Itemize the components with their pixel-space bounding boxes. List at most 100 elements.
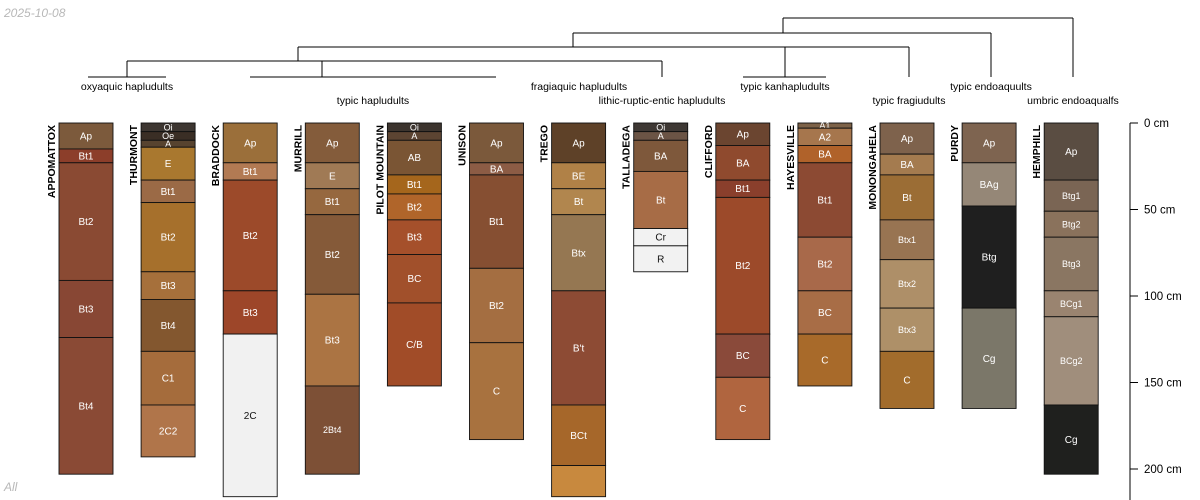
horizon-label: Bt2 <box>735 261 750 272</box>
profile-murrill: Ap E Bt1 Bt2 Bt3 2Bt4 MURRILL <box>292 122 360 475</box>
horizon-label: Bt3 <box>407 233 422 244</box>
horizon <box>58 279 114 338</box>
taxon-label: oxyaquic hapludults <box>81 81 173 93</box>
horizon-label: Bt2 <box>325 250 340 261</box>
taxon-label: lithic-ruptic-entic hapludults <box>599 95 726 107</box>
taxon-label: typic fragiudults <box>873 95 946 107</box>
horizon <box>222 122 278 164</box>
horizon <box>551 465 607 498</box>
profile-name: PILOT MOUNTAIN <box>374 125 386 215</box>
profile-name: MURRILL <box>292 124 304 172</box>
horizon-label: Btg3 <box>1062 259 1081 269</box>
horizon-label: Bt3 <box>243 308 258 319</box>
taxon-label: typic endoaquults <box>950 81 1032 93</box>
horizon <box>1043 404 1099 475</box>
profile-purdy: Ap BAg Btg Cg PURDY <box>949 122 1017 409</box>
profile-name: PURDY <box>949 125 961 162</box>
horizon <box>797 162 853 238</box>
horizon <box>469 267 524 344</box>
profile-name: TREGO <box>539 125 551 162</box>
horizon-label: Cg <box>1065 435 1078 446</box>
horizon-label: C1 <box>162 374 175 385</box>
horizon-label: Btg1 <box>1062 191 1081 201</box>
horizon-label: BC <box>736 351 750 362</box>
horizon-label: Btx2 <box>898 279 916 289</box>
horizon-label: Ap <box>737 130 750 141</box>
horizon <box>551 214 607 292</box>
horizon-label: AB <box>408 153 422 164</box>
horizon <box>551 188 607 216</box>
horizon-label: Bt3 <box>78 304 93 315</box>
taxon-label: umbric endoaqualfs <box>1027 95 1119 107</box>
horizon <box>58 337 114 475</box>
horizon-label: Cr <box>655 233 666 244</box>
horizon <box>386 219 442 255</box>
horizon <box>304 385 360 475</box>
profile-trego: Ap BE Bt Btx B't BCt TREGO <box>539 122 607 498</box>
profile-pilot-mountain: OiA AB Bt1 Bt2 Bt3 BC C/B PILOT MOUNTAIN <box>374 122 442 387</box>
profile-name: UNISON <box>457 125 469 166</box>
horizon-label: Bt3 <box>161 281 176 292</box>
horizon-label: Ap <box>244 138 257 149</box>
profile-hemphill: Ap Btg1 Btg2 Btg3 BCg1 BCg2 Cg HEMPHILL <box>1031 122 1099 475</box>
profile-name: THURMONT <box>128 124 140 185</box>
horizon-label: Bt <box>574 197 584 208</box>
horizon-label: Bt1 <box>489 217 504 228</box>
horizon-label: Bt1 <box>407 180 422 191</box>
profile-name: MONONGAHELA <box>867 125 879 210</box>
horizon-label: 2C <box>244 411 257 422</box>
horizon <box>304 214 360 295</box>
horizon-label: BA <box>736 158 750 169</box>
horizon <box>961 205 1017 309</box>
horizon-label: Btg <box>982 253 997 264</box>
horizon <box>1043 290 1099 318</box>
taxon-label: typic kanhapludults <box>740 81 829 93</box>
taxon-label: typic hapludults <box>337 95 409 107</box>
profile-name: HEMPHILL <box>1031 124 1043 178</box>
horizon <box>386 139 442 176</box>
horizon-label: C <box>821 356 828 367</box>
horizon-label: Bt2 <box>78 217 93 228</box>
profile-name: CLIFFORD <box>703 125 715 178</box>
horizon <box>469 174 524 269</box>
horizon <box>140 299 196 352</box>
horizon <box>222 179 278 292</box>
horizon <box>551 290 607 406</box>
profile-appomattox: Ap Bt1 Bt2 Bt3 Bt4 APPOMATTOX <box>46 122 114 475</box>
horizon-label: Ap <box>983 138 996 149</box>
horizon <box>140 271 196 300</box>
horizon-label: Cg <box>983 354 996 365</box>
profile-name: TALLADEGA <box>621 125 633 189</box>
date-stamp: 2025-10-08 <box>4 6 66 20</box>
horizon <box>715 196 771 335</box>
horizon <box>1043 179 1099 212</box>
profile-name: BRADDOCK <box>210 125 222 187</box>
horizon <box>879 307 935 352</box>
horizon <box>222 333 278 498</box>
horizon-label: A <box>658 131 664 141</box>
depth-axis: 0 cm 50 cm 100 cm 150 cm 200 cm <box>1129 118 1182 500</box>
horizon-label: C <box>739 404 746 415</box>
horizon-label: Bt2 <box>489 301 504 312</box>
horizon-label: A <box>165 139 171 149</box>
horizon <box>879 174 935 221</box>
dendrogram <box>88 17 1074 78</box>
horizon-label: Ap <box>572 138 585 149</box>
horizon <box>1043 316 1099 406</box>
profile-monongahela: Ap BA Bt Btx1 Btx2 Btx3 C MONONGAHELA <box>867 122 935 409</box>
horizon-label: 2C2 <box>159 426 178 437</box>
horizon <box>469 342 524 441</box>
horizon-label: BCt <box>570 431 587 442</box>
horizon <box>551 122 607 164</box>
horizon-label: Bt <box>902 193 912 204</box>
profile-unison: Ap BA Bt1 Bt2 C UNISON <box>457 122 524 441</box>
horizon <box>633 245 689 273</box>
horizon <box>386 193 442 221</box>
horizon-label: Bt2 <box>407 202 422 213</box>
horizon <box>879 259 935 309</box>
horizon-label: BA <box>900 160 914 171</box>
horizon-label: Bt1 <box>161 187 176 198</box>
horizon <box>551 404 607 466</box>
horizon-label: BAg <box>980 180 999 191</box>
horizon-label: Ap <box>1065 147 1078 158</box>
